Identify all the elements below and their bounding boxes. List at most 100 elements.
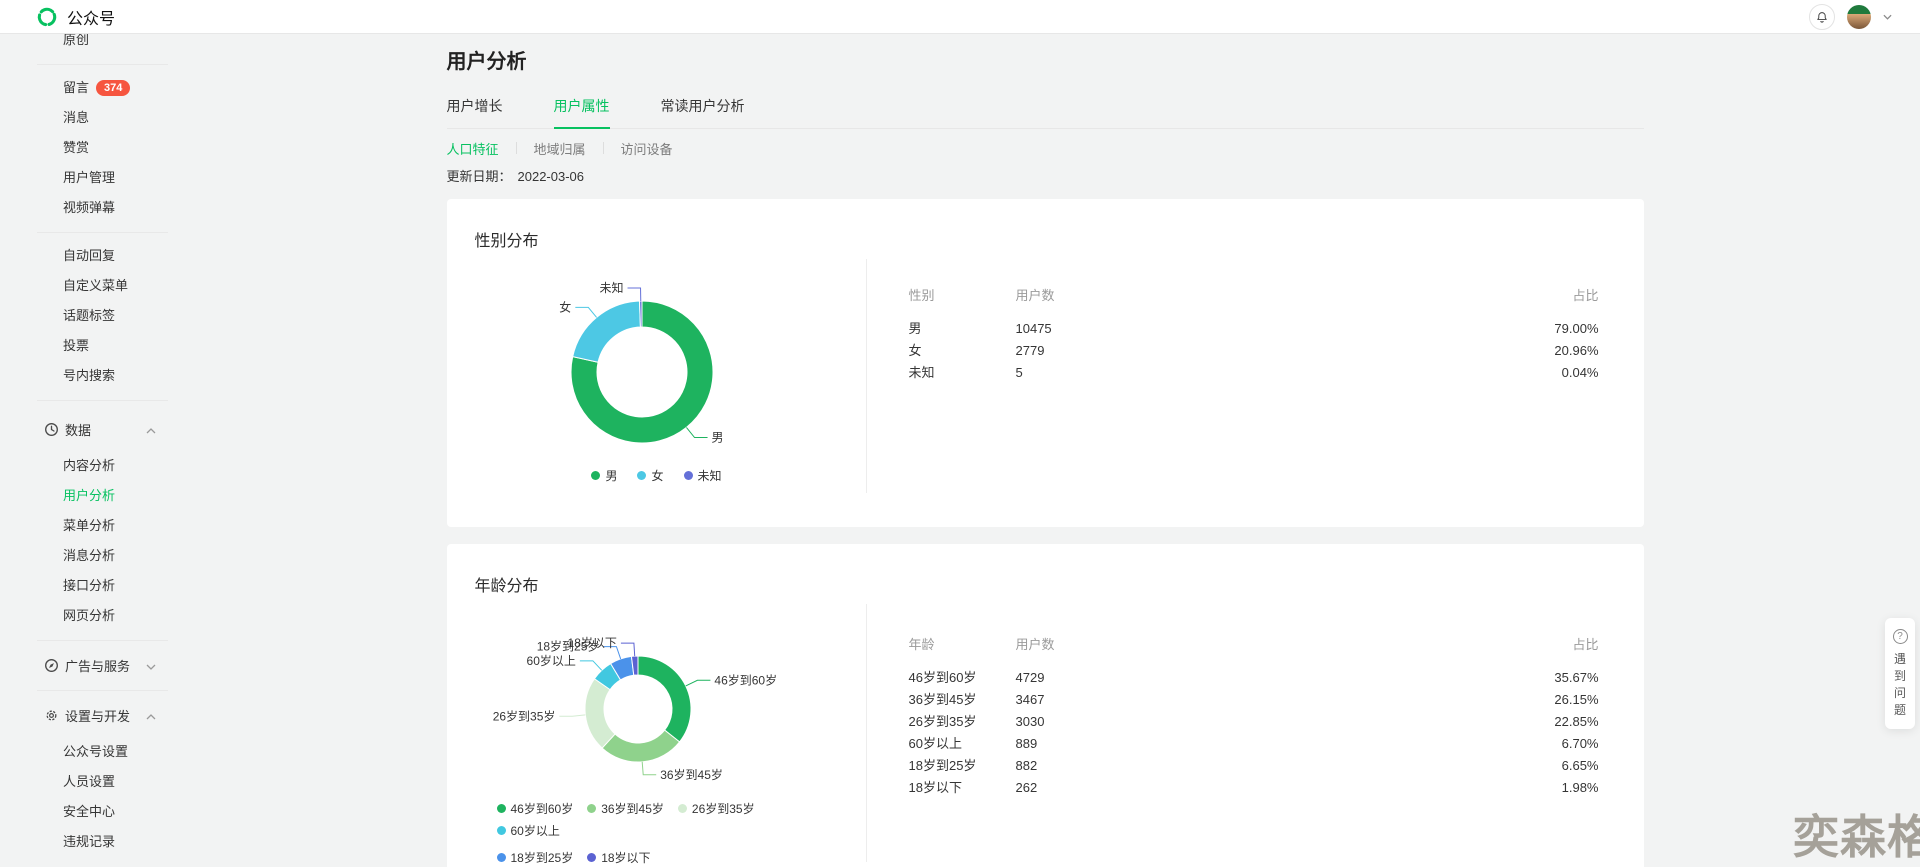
- legend-item-60岁以上[interactable]: 60岁以上: [496, 822, 560, 839]
- legend-item-18岁以下[interactable]: 18岁以下: [587, 849, 651, 866]
- donut-slice-46岁到60岁[interactable]: [637, 655, 692, 743]
- sidebar-item-label: 公众号设置: [63, 744, 129, 759]
- donut-label: 46岁到60岁: [714, 672, 777, 687]
- table-row: 男 10475 79.00%: [909, 318, 1599, 340]
- sidebar-divider: [37, 64, 168, 65]
- table-row: 60岁以上 889 6.70%: [909, 733, 1599, 755]
- tab-bar: 用户增长 用户属性 常读用户分析: [446, 96, 1644, 129]
- sidebar-item-label: 菜单分析: [63, 518, 116, 533]
- card-title: 性别分布: [474, 233, 539, 250]
- sidebar-item-label: 话题标签: [63, 308, 116, 323]
- subtab-地域归属[interactable]: 地域归属: [533, 141, 586, 157]
- sidebar-item-group: 自动回复自定义菜单话题标签投票 号内搜索: [0, 241, 170, 391]
- tab-用户增长[interactable]: 用户增长: [446, 98, 503, 114]
- sidebar-item-label: 消息: [63, 110, 90, 125]
- help-floating-button[interactable]: ? 遇到问题: [1885, 618, 1915, 729]
- stat-table-header-cell: 年龄: [908, 637, 935, 652]
- sidebar-item-用户管理[interactable]: 用户管理: [0, 163, 170, 193]
- table-row: 46岁到60岁 4729 35.67%: [909, 667, 1599, 689]
- sidebar-section-数据[interactable]: 数据: [0, 413, 170, 445]
- subtab-bar: 人口特征 地域归属 访问设备: [447, 138, 1644, 158]
- legend-dot-icon: [496, 853, 506, 862]
- sidebar-item-原创[interactable]: 原创: [63, 34, 90, 47]
- sidebar-item-视频弹幕[interactable]: 视频弹幕: [0, 193, 170, 223]
- donut-label: 26岁到35岁: [492, 708, 555, 723]
- donut-slice-女[interactable]: [571, 300, 641, 363]
- row-value: 10475: [1015, 321, 1052, 336]
- table-row: 36岁到45岁 3467 26.15%: [909, 689, 1599, 711]
- sidebar-item-接口分析[interactable]: 接口分析: [0, 571, 170, 601]
- legend-item-46岁到60岁[interactable]: 46岁到60岁: [496, 800, 574, 817]
- donut-slice-未知[interactable]: [638, 300, 642, 328]
- sidebar-item-自动回复[interactable]: 自动回复: [0, 241, 170, 271]
- brand[interactable]: 公众号: [36, 5, 115, 29]
- legend-item-女[interactable]: 女: [637, 467, 664, 484]
- card-title: 年龄分布: [474, 578, 539, 595]
- chevron-down-icon[interactable]: [1883, 14, 1892, 20]
- row-percent: 6.70%: [1561, 736, 1599, 751]
- sidebar-item-自定义菜单[interactable]: 自定义菜单: [0, 271, 170, 301]
- legend-item-36岁到45岁[interactable]: 36岁到45岁: [587, 800, 664, 817]
- legend-item-18岁到25岁[interactable]: 18岁到25岁: [496, 849, 574, 866]
- subtab-人口特征[interactable]: 人口特征: [446, 141, 499, 157]
- sidebar-item-label: 自动回复: [63, 248, 116, 263]
- sidebar-item-赞赏[interactable]: 赞赏: [0, 133, 170, 163]
- sidebar-item-消息分析[interactable]: 消息分析: [0, 541, 170, 571]
- section-chevron: [146, 708, 156, 723]
- sidebar-item-网页分析[interactable]: 网页分析: [0, 601, 170, 631]
- sidebar-item-安全中心[interactable]: 安全中心: [0, 797, 170, 827]
- sidebar-item-label: 赞赏: [63, 140, 90, 155]
- sidebar-section-广告与服务[interactable]: 广告与服务: [0, 649, 170, 681]
- sidebar-item-内容分析[interactable]: 内容分析: [0, 451, 170, 481]
- app-header: 公众号: [0, 0, 1920, 34]
- stat-table-header: 性别 用户数 占比: [909, 285, 1599, 307]
- legend-item-未知[interactable]: 未知: [683, 467, 722, 484]
- sidebar-section-设置与开发[interactable]: 设置与开发: [0, 699, 170, 731]
- gear-icon: [44, 708, 59, 723]
- sidebar-item-话题标签[interactable]: 话题标签: [0, 301, 170, 331]
- update-date-row: 更新日期： 2022-03-06: [447, 167, 1644, 187]
- tab-用户属性[interactable]: 用户属性: [553, 96, 610, 129]
- chevron-down-icon: [146, 664, 156, 670]
- sidebar-item-号内搜索[interactable]: 号内搜索: [0, 361, 170, 391]
- legend-label: 18岁到25岁: [510, 851, 574, 865]
- age-distribution-card: 年龄分布 46岁到60岁 36岁到45岁 26岁到35岁 60岁以上 18岁到25岁 18岁…: [446, 544, 1644, 867]
- legend-item-26岁到35岁[interactable]: 26岁到35岁: [677, 800, 755, 817]
- sidebar-item-消息[interactable]: 消息: [0, 103, 170, 133]
- row-label: 18岁以下: [908, 780, 962, 795]
- donut-label-line: [627, 287, 641, 302]
- sidebar-item-人员设置[interactable]: 人员设置: [0, 767, 170, 797]
- legend-dot-icon: [683, 471, 693, 480]
- legend-dot-icon: [496, 826, 506, 835]
- stat-table-header-cell: 性别: [908, 288, 935, 303]
- sidebar-divider: [37, 690, 168, 691]
- legend-dot-icon: [591, 471, 601, 480]
- donut-label-line: [685, 427, 708, 439]
- subtab-访问设备[interactable]: 访问设备: [620, 141, 673, 157]
- sidebar-item-用户分析[interactable]: 用户分析: [0, 481, 170, 511]
- row-percent: 22.85%: [1554, 714, 1599, 729]
- sidebar-item-菜单分析[interactable]: 菜单分析: [0, 511, 170, 541]
- sidebar-item-投票[interactable]: 投票: [0, 331, 170, 361]
- legend-label: 男: [605, 469, 618, 483]
- notifications-button[interactable]: [1809, 3, 1835, 30]
- donut-slice-18岁以下[interactable]: [630, 655, 638, 676]
- donut-slice-男[interactable]: [570, 300, 714, 444]
- legend-dot-icon: [587, 804, 597, 813]
- stat-table-header-cell: 用户数: [1015, 637, 1055, 652]
- sidebar-item-违规记录[interactable]: 违规记录: [0, 827, 170, 857]
- legend-item-男[interactable]: 男: [591, 467, 617, 484]
- sidebar-item-留言[interactable]: 留言 374: [0, 73, 170, 103]
- donut-label: 男: [711, 431, 723, 445]
- stat-table-header-cell: 占比: [1572, 637, 1599, 652]
- section-chevron: [146, 658, 156, 673]
- sidebar-item-公众号设置[interactable]: 公众号设置: [0, 737, 170, 767]
- row-label: 26岁到35岁: [908, 714, 977, 729]
- row-percent: 26.15%: [1554, 692, 1599, 707]
- user-avatar[interactable]: [1847, 4, 1871, 29]
- donut-label-line: [558, 714, 585, 717]
- sidebar-divider: [37, 232, 168, 233]
- legend-label: 46岁到60岁: [510, 802, 574, 816]
- donut-label: 18岁到25岁: [536, 639, 599, 654]
- tab-常读用户分析[interactable]: 常读用户分析: [660, 98, 745, 114]
